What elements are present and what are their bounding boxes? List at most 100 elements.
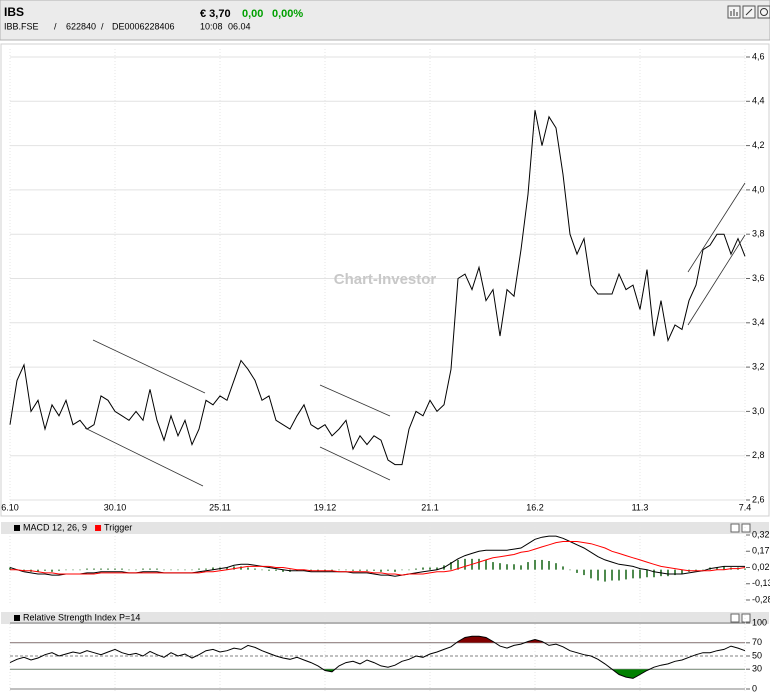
histogram-bar <box>436 567 438 570</box>
series-line <box>10 541 746 576</box>
histogram-bar <box>324 569 326 571</box>
settings-button[interactable] <box>757 5 770 19</box>
histogram-bar <box>191 569 193 571</box>
histogram-bar <box>457 559 459 570</box>
histogram-bar <box>401 569 403 571</box>
panel-button[interactable] <box>730 523 740 533</box>
histogram-bar <box>534 559 536 570</box>
histogram-bar <box>380 569 382 572</box>
histogram-bar <box>170 569 172 571</box>
symbol-part: 622840 <box>66 21 96 31</box>
icon <box>745 8 753 16</box>
histogram-bar <box>590 569 592 579</box>
x-tick-label: 30.10 <box>104 502 127 512</box>
y-tick-label: -0,13 <box>752 578 770 588</box>
trendline <box>319 446 391 481</box>
y-tick-label: 0,32 <box>752 529 770 539</box>
histogram-bar <box>359 569 361 571</box>
histogram-bar <box>541 559 543 570</box>
histogram-bar <box>135 569 137 571</box>
histogram-bar <box>198 568 200 570</box>
y-tick-label: -0,28 <box>752 594 770 604</box>
histogram-bar <box>51 569 53 572</box>
legend-label: MACD 12, 26, 9 <box>23 522 87 532</box>
histogram-bar <box>492 562 494 570</box>
symbol: IBS <box>4 5 24 19</box>
y-tick-label: 50 <box>752 650 762 660</box>
legend-swatch <box>14 615 20 621</box>
histogram-bar <box>44 569 46 571</box>
histogram-bar <box>408 569 410 571</box>
header-bar <box>0 0 770 41</box>
histogram-bar <box>513 564 515 570</box>
histogram-bar <box>450 562 452 570</box>
histogram-bar <box>632 569 634 579</box>
histogram-bar <box>464 558 466 570</box>
panel-button[interactable] <box>730 613 740 623</box>
histogram-bar <box>646 569 648 578</box>
panel-close[interactable] <box>741 613 751 623</box>
trendlines <box>84 182 746 487</box>
histogram-bar <box>681 569 683 574</box>
legend-label: Relative Strength Index P=14 <box>23 612 140 622</box>
histogram-bar <box>177 569 179 571</box>
symbol-part: / <box>101 21 104 31</box>
histogram-bar <box>303 569 305 571</box>
histogram-bar <box>345 569 347 571</box>
rsi-header-bar <box>1 612 769 624</box>
series-line <box>9 110 746 466</box>
x-tick-label: 6.10 <box>1 502 19 512</box>
histogram-bar <box>338 569 340 571</box>
oversold-fill <box>323 669 650 679</box>
overbought-fill <box>456 636 545 643</box>
x-tick-label: 11.3 <box>632 502 649 512</box>
symbol-part: IBB.FSE <box>4 21 39 31</box>
histogram-bar <box>695 569 697 571</box>
histogram-bar <box>58 569 60 571</box>
toolbar <box>727 5 770 19</box>
x-tick-label: 16.2 <box>526 502 544 512</box>
histogram-bar <box>128 569 130 571</box>
series-line <box>9 635 746 679</box>
histogram-bar <box>233 566 235 570</box>
histogram-bar <box>422 567 424 570</box>
x-tick-label: 7.4 <box>739 502 752 512</box>
histogram-bar <box>716 567 718 570</box>
histogram-bar <box>9 567 11 570</box>
legend-swatch <box>14 525 20 531</box>
histogram-bar <box>555 563 557 570</box>
histogram-bar <box>275 569 277 571</box>
histogram-bar <box>296 569 298 571</box>
histogram-bar <box>205 568 207 570</box>
histogram-bar <box>394 569 396 572</box>
histogram-bar <box>114 568 116 570</box>
histogram-bar <box>604 569 606 582</box>
histogram-bar <box>583 569 585 576</box>
y-tick-label: 30 <box>752 664 762 674</box>
histogram-bar <box>121 568 123 570</box>
histogram-bar <box>352 569 354 571</box>
histogram-bar <box>79 569 81 571</box>
histogram-bar <box>107 568 109 570</box>
x-tick-label: 25.11 <box>209 502 231 512</box>
y-tick-label: 100 <box>752 617 767 627</box>
histogram-bar <box>142 568 144 570</box>
y-tick-label: 0 <box>752 683 757 693</box>
x-tick-label: 19.12 <box>314 502 337 512</box>
y-tick-label: 0,02 <box>752 562 770 572</box>
histogram-bar <box>317 569 319 571</box>
panel-close[interactable] <box>741 523 751 533</box>
histogram-bar <box>744 568 746 570</box>
histogram-bar <box>723 566 725 570</box>
histogram-bar <box>499 563 501 570</box>
histogram-bar <box>310 569 312 571</box>
y-tick-label: 4,2 <box>752 140 765 150</box>
histogram-bar <box>625 569 627 580</box>
histogram-bar <box>149 568 151 570</box>
trendline <box>687 234 746 326</box>
y-tick-label: 2,6 <box>752 494 765 504</box>
histogram-bar <box>702 569 704 571</box>
histogram-bar <box>527 562 529 570</box>
time: 10:08 <box>200 21 223 31</box>
